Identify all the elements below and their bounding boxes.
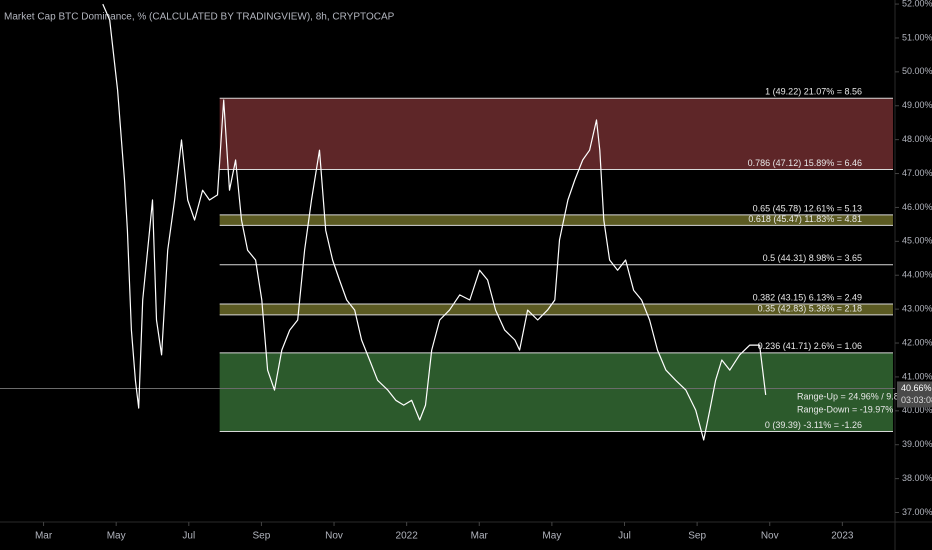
y-tick-label: 47.00% xyxy=(902,168,932,178)
range-down: Range-Down = -19.97% xyxy=(797,404,893,414)
y-tick-label: 49.00% xyxy=(902,100,932,110)
range-up: Range-Up = 24.96% / 9.83 xyxy=(797,391,904,401)
fib-label: 0.382 (43.15) 6.13% = 2.49 xyxy=(753,292,862,302)
fib-band xyxy=(219,214,894,226)
x-tick-label: Sep xyxy=(253,531,271,542)
x-tick-label: Sep xyxy=(688,531,706,542)
y-tick-label: 48.00% xyxy=(902,134,932,144)
fib-label: 1 (49.22) 21.07% = 8.56 xyxy=(765,87,862,97)
fib-label: 0.65 (45.78) 12.61% = 5.13 xyxy=(753,203,862,213)
fib-band xyxy=(219,98,894,170)
y-tick-label: 42.00% xyxy=(902,337,932,347)
fib-label: 0.5 (44.31) 8.98% = 3.65 xyxy=(763,253,862,263)
y-tick-label: 39.00% xyxy=(902,439,932,449)
fib-label: 0.618 (45.47) 11.83% = 4.81 xyxy=(748,214,862,224)
y-tick-label: 38.00% xyxy=(902,473,932,483)
fib-label: 0 (39.39) -3.11% = -1.26 xyxy=(765,420,862,430)
x-tick-label: Jul xyxy=(618,531,631,542)
fib-label: 0.786 (47.12) 15.89% = 6.46 xyxy=(748,158,862,168)
y-tick-label: 43.00% xyxy=(902,304,932,314)
countdown: 03:03:08 xyxy=(901,395,932,405)
fib-band xyxy=(219,352,894,432)
y-tick-label: 50.00% xyxy=(902,66,932,76)
y-tick-label: 37.00% xyxy=(902,507,932,517)
x-tick-label: Nov xyxy=(325,531,343,542)
x-tick-label: Nov xyxy=(761,531,779,542)
fib-band xyxy=(219,304,894,315)
price-badge xyxy=(897,381,932,408)
y-tick-label: 52.00% xyxy=(902,0,932,8)
chart-title: Market Cap BTC Dominance, % (CALCULATED … xyxy=(4,12,395,23)
x-tick-label: 2022 xyxy=(396,531,419,542)
price-badge-label: 40.66% xyxy=(901,383,932,393)
y-tick-label: 51.00% xyxy=(902,32,932,42)
x-tick-label: Mar xyxy=(35,531,53,542)
y-tick-label: 46.00% xyxy=(902,202,932,212)
x-tick-label: Jul xyxy=(182,531,195,542)
y-tick-label: 44.00% xyxy=(902,270,932,280)
x-tick-label: May xyxy=(542,531,561,542)
x-tick-label: Mar xyxy=(471,531,489,542)
fib-label: 0.236 (41.71) 2.6% = 1.06 xyxy=(758,341,862,351)
x-tick-label: May xyxy=(107,531,126,542)
price-line xyxy=(102,3,767,441)
y-tick-label: 41.00% xyxy=(902,371,932,381)
fib-label: 0.35 (42.83) 5.36% = 2.18 xyxy=(758,303,862,313)
x-tick-label: 2023 xyxy=(831,531,854,542)
y-tick-label: 40.00% xyxy=(902,405,932,415)
y-tick-label: 45.00% xyxy=(902,236,932,246)
